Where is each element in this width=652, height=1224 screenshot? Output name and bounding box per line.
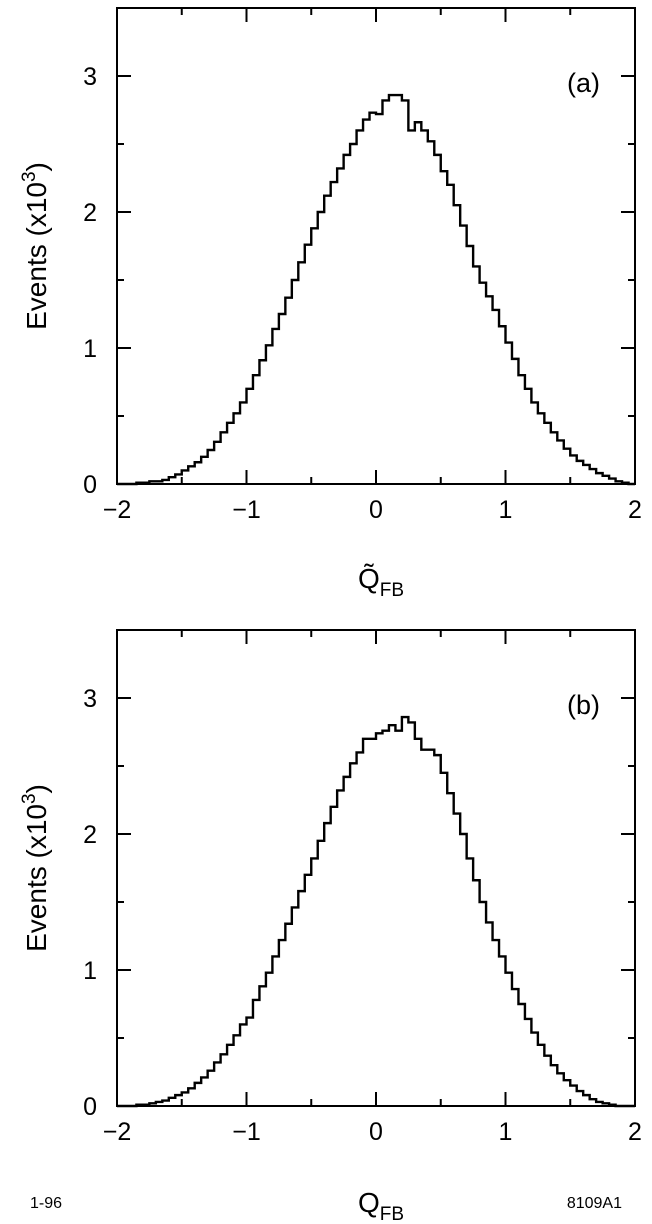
x-tick-label: −1: [232, 496, 261, 524]
histogram-series: [117, 93, 635, 486]
x-tick-label: 1: [499, 496, 513, 524]
y-tick-label: 0: [83, 1093, 97, 1121]
y-axis-title: Events (x103): [19, 162, 52, 330]
panel-label: (a): [567, 68, 600, 98]
y-tick-label: 0: [83, 471, 97, 499]
y-tick-label: 1: [83, 957, 97, 985]
histogram-series: [117, 715, 635, 1108]
y-axis-title: Events (x103): [19, 784, 52, 952]
x-axis-title: QFB: [358, 1187, 404, 1224]
plot-frame: [116, 7, 636, 485]
y-tick-label: 3: [83, 63, 97, 91]
x-tick-label: 2: [628, 496, 642, 524]
x-tick-label: 1: [499, 1118, 513, 1146]
y-tick-label: 2: [83, 821, 97, 849]
footer-right-label: 8109A1: [567, 1195, 622, 1212]
panel-label: (b): [567, 690, 600, 720]
x-tick-label: 0: [369, 496, 383, 524]
y-tick-label: 1: [83, 335, 97, 363]
x-tick-label: 0: [369, 1118, 383, 1146]
x-tick-label: −2: [103, 496, 132, 524]
x-tick-label: −2: [103, 1118, 132, 1146]
panel-b: −2 −1 0 1 2 0 1 2 3 (b) QFB Events (x103): [19, 629, 642, 1224]
x-axis-title: Q̃FB: [358, 563, 404, 601]
y-tick-label: 2: [83, 199, 97, 227]
footer-left-label: 1-96: [30, 1195, 62, 1212]
y-tick-label: 3: [83, 685, 97, 713]
panel-a: −2 −1 0 1 2 0 1 2 3 (a) Q̃FB Events (x103): [19, 7, 642, 601]
plot-frame: [116, 629, 636, 1107]
x-tick-label: 2: [628, 1118, 642, 1146]
x-tick-label: −1: [232, 1118, 261, 1146]
